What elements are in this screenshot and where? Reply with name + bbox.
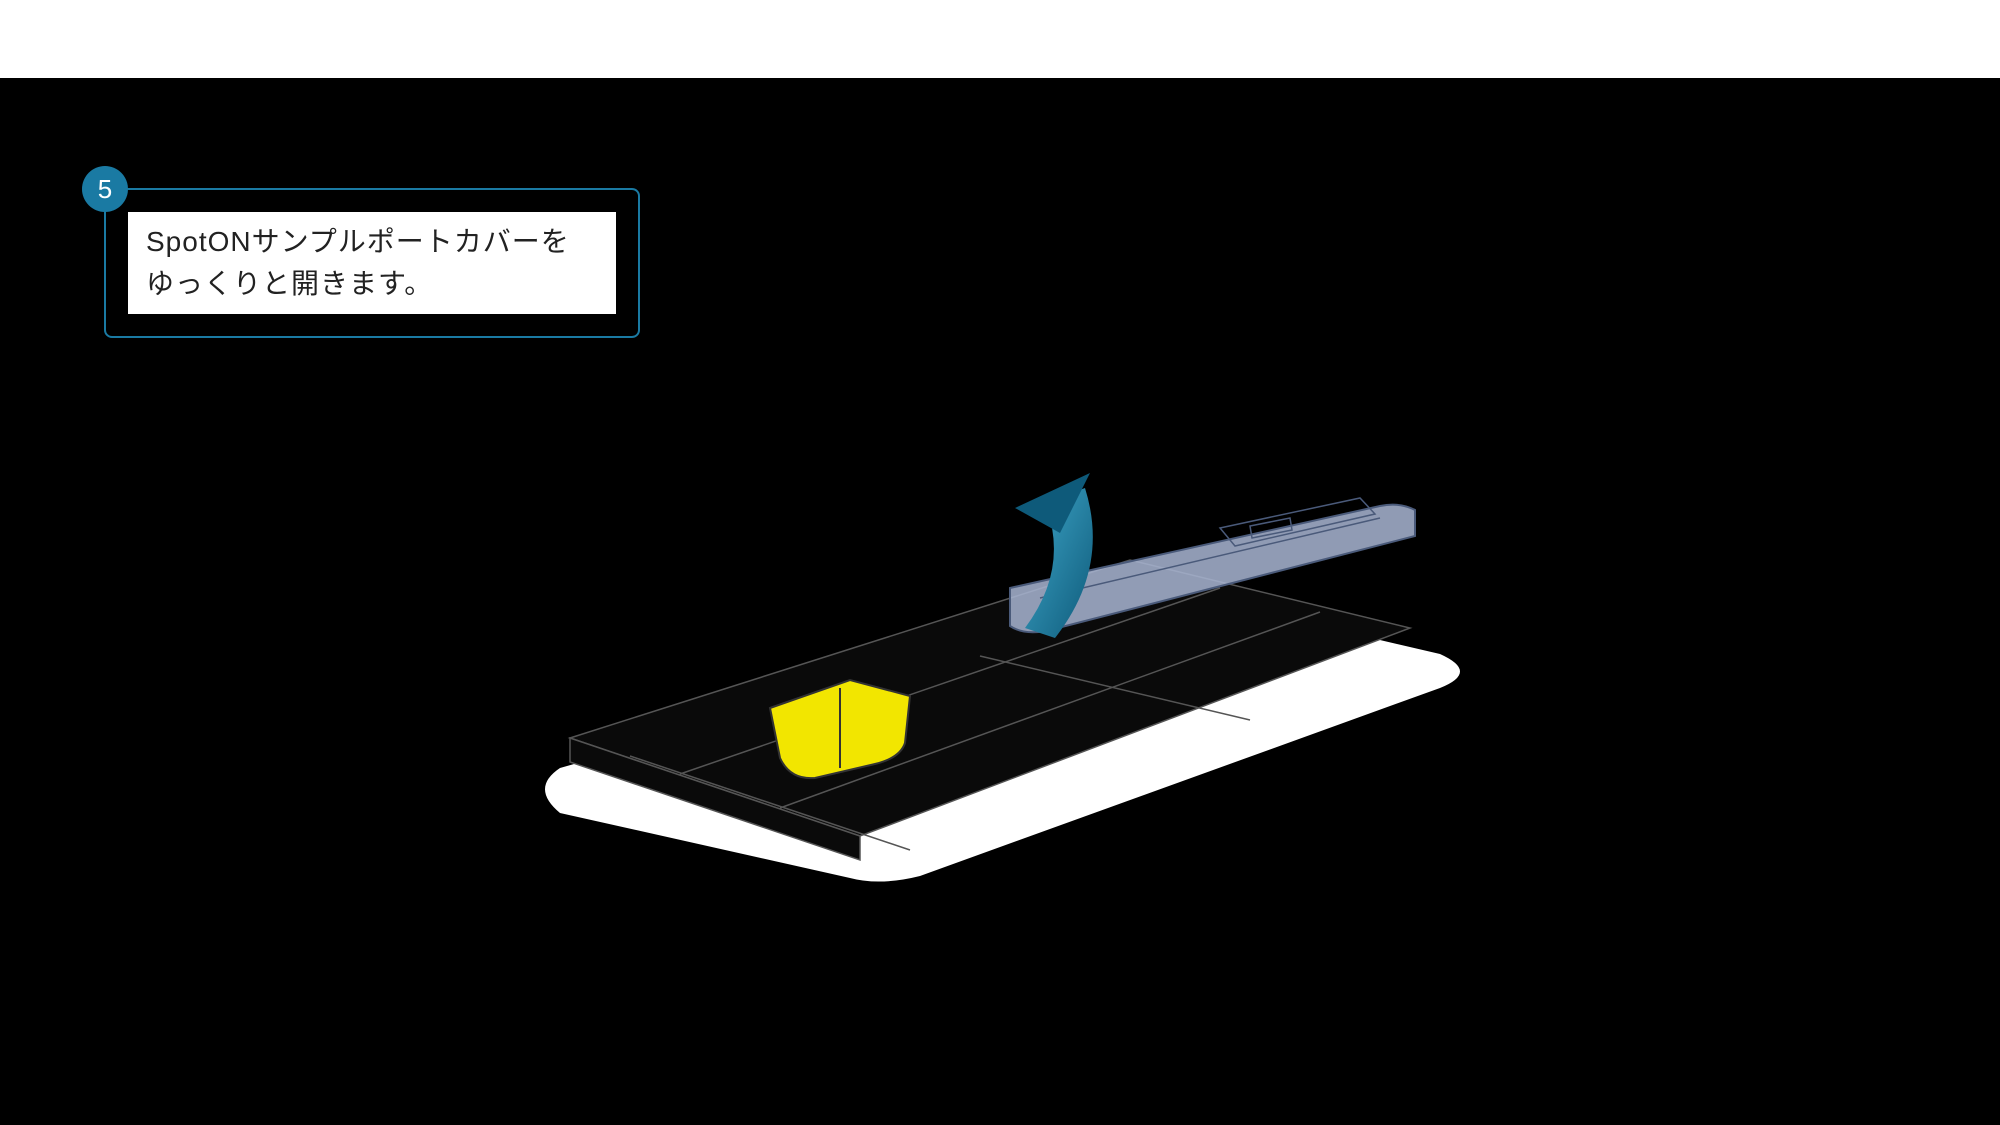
- step-text-container: SpotONサンプルポートカバーをゆっくりと開きます。: [128, 212, 616, 314]
- step-number: 5: [98, 174, 112, 205]
- dark-panel: 5 SpotONサンプルポートカバーをゆっくりと開きます。: [0, 78, 2000, 1125]
- step-box: 5 SpotONサンプルポートカバーをゆっくりと開きます。: [104, 188, 640, 338]
- step-instruction-text: SpotONサンプルポートカバーをゆっくりと開きます。: [146, 221, 598, 305]
- step-number-badge: 5: [82, 166, 128, 212]
- device-diagram: [480, 458, 1490, 878]
